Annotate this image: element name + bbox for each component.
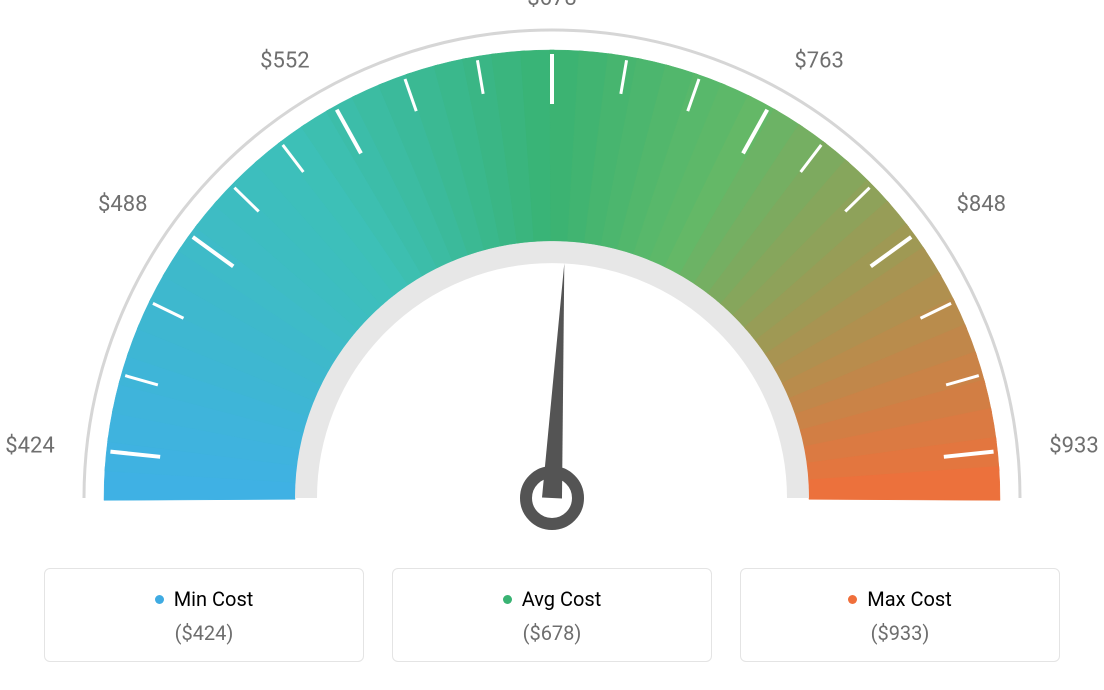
- legend-value-avg: ($678): [413, 621, 691, 645]
- dot-icon: [155, 595, 164, 604]
- legend-row: Min Cost ($424) Avg Cost ($678) Max Cost…: [0, 568, 1104, 662]
- dot-icon: [503, 595, 512, 604]
- legend-label: Min Cost: [174, 587, 254, 611]
- svg-text:$488: $488: [98, 192, 147, 217]
- gauge-chart: $424 $488 $552 $678 $763 $848 $933: [0, 0, 1104, 560]
- legend-title-min: Min Cost: [155, 587, 254, 611]
- legend-label: Avg Cost: [522, 587, 602, 611]
- legend-card-max: Max Cost ($933): [740, 568, 1060, 662]
- svg-text:$678: $678: [527, 0, 576, 11]
- svg-text:$933: $933: [1049, 434, 1098, 459]
- svg-text:$424: $424: [5, 434, 54, 459]
- svg-text:$848: $848: [957, 192, 1006, 217]
- legend-label: Max Cost: [867, 587, 952, 611]
- legend-card-min: Min Cost ($424): [44, 568, 364, 662]
- legend-title-avg: Avg Cost: [503, 587, 602, 611]
- svg-text:$763: $763: [794, 49, 843, 74]
- legend-value-min: ($424): [65, 621, 343, 645]
- legend-card-avg: Avg Cost ($678): [392, 568, 712, 662]
- legend-value-max: ($933): [761, 621, 1039, 645]
- legend-title-max: Max Cost: [848, 587, 952, 611]
- gauge-svg: $424 $488 $552 $678 $763 $848 $933: [0, 0, 1104, 560]
- svg-text:$552: $552: [260, 49, 309, 74]
- dot-icon: [848, 595, 857, 604]
